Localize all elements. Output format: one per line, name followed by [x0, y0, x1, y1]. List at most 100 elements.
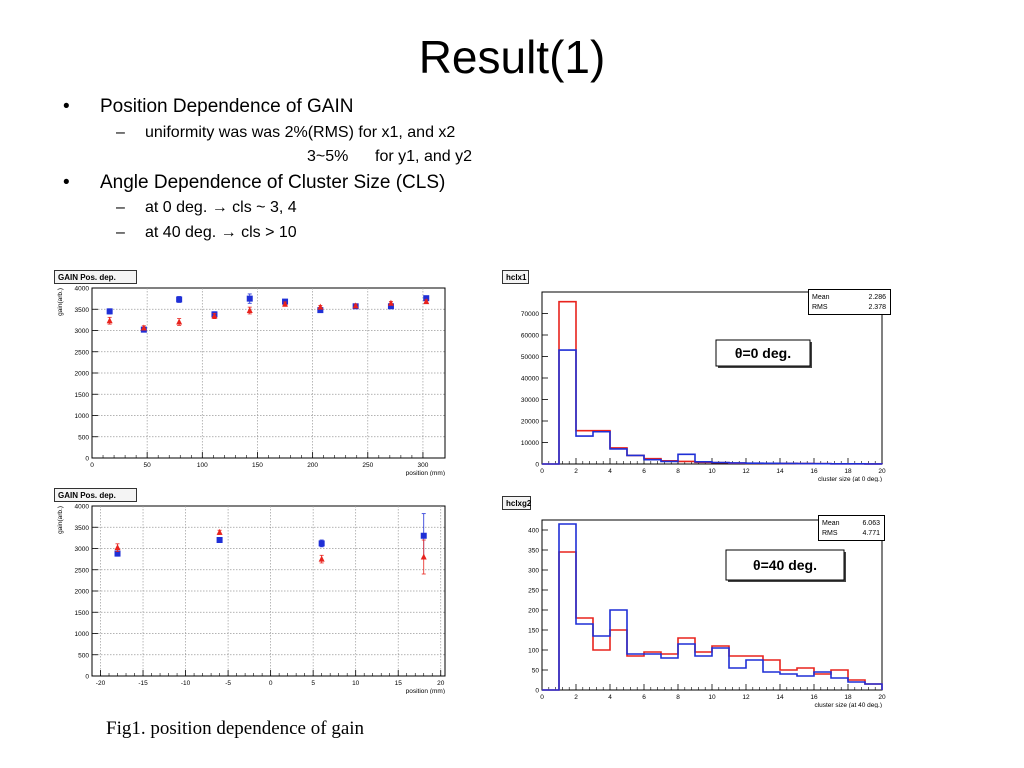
x-tick-label: 16 — [810, 468, 818, 475]
y-tick-label: 350 — [528, 548, 539, 555]
x-tick-label: 12 — [742, 694, 750, 701]
stats-box — [818, 515, 885, 541]
data-point-triangle — [176, 318, 183, 325]
sub-bullet-40deg: at 40 deg. → cls > 10 — [145, 224, 297, 241]
annotation-text: θ=40 deg. — [753, 557, 817, 573]
x-tick-label: 50 — [144, 462, 152, 469]
data-point-square — [387, 303, 394, 310]
y-tick-label: 500 — [78, 652, 89, 659]
x-tick-label: 4 — [608, 468, 612, 475]
y-axis-label: gain(arb.) — [57, 288, 64, 316]
y-tick-label: 70000 — [521, 311, 539, 318]
data-point-square — [176, 296, 183, 303]
data-point-triangle — [423, 298, 430, 305]
y-tick-label: 3500 — [75, 525, 90, 532]
chart-title-box — [54, 270, 137, 284]
bullet-cls: Angle Dependence of Cluster Size (CLS) — [100, 172, 446, 193]
chart-title-box — [54, 488, 137, 502]
chart-title-box — [502, 496, 531, 510]
y-tick-label: 1500 — [75, 610, 90, 617]
sub-bullet-uniformity-y: 3~5% for y1, and y2 — [307, 148, 472, 165]
histogram-series-blue — [542, 523, 883, 691]
bullet-marker: • — [63, 96, 70, 117]
slide-title: Result(1) — [418, 31, 606, 83]
stats-box — [808, 289, 891, 315]
data-point-square — [114, 550, 121, 557]
x-tick-label: 150 — [252, 462, 263, 469]
x-tick-label: 0 — [269, 680, 273, 687]
data-point-triangle — [114, 544, 121, 551]
data-point-square — [106, 308, 113, 315]
stats-value: 6.063 — [862, 520, 880, 527]
data-point-square — [216, 537, 223, 543]
cluster-size-hist-0deg: hclx1 0 10000 20000 30000 40000 50000 60000 7000… — [502, 268, 902, 482]
x-tick-label: 12 — [742, 468, 750, 475]
y-tick-label: 50000 — [521, 354, 539, 361]
sub-bullet-0deg: at 0 deg. → cls ~ 3, 4 — [145, 199, 297, 216]
y-tick-label: 20000 — [521, 419, 539, 426]
data-point-triangle — [106, 317, 113, 324]
x-tick-label: 15 — [395, 680, 403, 687]
x-tick-label: 300 — [418, 462, 429, 469]
x-tick-label: -15 — [138, 680, 148, 687]
data-point-triangle — [317, 303, 324, 310]
y-tick-label: 3500 — [75, 307, 90, 314]
gain-chart-x: GAIN Pos. dep.05001000150020002500300035… — [52, 268, 448, 476]
y-tick-label: 30000 — [521, 397, 539, 404]
data-point-triangle — [352, 302, 359, 309]
x-axis-label: cluster size (at 0 deg.) — [818, 476, 882, 482]
y-tick-label: 400 — [528, 528, 539, 535]
y-tick-label: 150 — [528, 628, 539, 635]
x-tick-label: 8 — [676, 694, 680, 701]
x-tick-label: 5 — [311, 680, 315, 687]
y-tick-label: 1000 — [75, 631, 90, 638]
stats-label: RMS — [822, 530, 838, 537]
y-tick-label: 60000 — [521, 333, 539, 340]
annotation-box — [725, 549, 845, 581]
y-tick-label: 2500 — [75, 567, 90, 574]
x-tick-label: 250 — [362, 462, 373, 469]
y-tick-label: 0 — [85, 456, 89, 463]
y-axis-label: gain(arb.) — [57, 506, 64, 534]
y-tick-label: 1000 — [75, 413, 90, 420]
chart-title-box — [502, 270, 529, 284]
x-tick-label: 4 — [608, 694, 612, 701]
gain-chart-y: GAIN Pos. dep. 0 500 1000 1500 2000 2500 3000 35… — [52, 486, 448, 694]
y-tick-label: 4000 — [75, 504, 90, 511]
x-tick-label: 2 — [574, 468, 578, 475]
data-point-triangle — [211, 312, 218, 319]
x-tick-label: 14 — [776, 694, 784, 701]
data-point-triangle — [282, 300, 289, 307]
x-tick-label: -5 — [225, 680, 231, 687]
stats-value: 4.771 — [862, 530, 880, 537]
sub-bullet-marker: – — [116, 199, 125, 216]
chart-title: hclxg2 — [506, 499, 532, 508]
y-tick-label: 2500 — [75, 349, 90, 356]
stats-label: RMS — [812, 304, 828, 311]
bullet-gain: Position Dependence of GAIN — [100, 96, 354, 117]
y-tick-label: 10000 — [521, 440, 539, 447]
data-point-square — [246, 295, 253, 302]
chart-title: GAIN Pos. dep. — [58, 273, 116, 282]
y-tick-label: 40000 — [521, 376, 539, 383]
x-tick-label: 0 — [90, 462, 94, 469]
y-tick-label: 0 — [85, 674, 89, 681]
x-tick-label: -20 — [96, 680, 106, 687]
data-point-triangle — [387, 299, 394, 306]
data-point-square — [317, 307, 324, 314]
y-tick-label: 0 — [535, 688, 539, 695]
stats-value: 2.286 — [868, 294, 886, 301]
chart-title: hclx1 — [506, 273, 527, 282]
y-tick-label: 250 — [528, 588, 539, 595]
y-tick-label: 1500 — [75, 392, 90, 399]
stats-value: 2.378 — [868, 304, 886, 311]
y-tick-label: 3000 — [75, 328, 90, 335]
data-point-triangle — [246, 307, 253, 314]
sub-bullet-uniformity-x: uniformity was was 2%(RMS) for x1, and x… — [145, 124, 456, 141]
x-tick-label: 6 — [642, 468, 646, 475]
y-tick-label: 2000 — [75, 371, 90, 378]
y-tick-label: 500 — [78, 434, 89, 441]
x-tick-label: 10 — [708, 468, 716, 475]
data-point-triangle — [318, 555, 325, 562]
y-tick-label: 0 — [535, 462, 539, 469]
